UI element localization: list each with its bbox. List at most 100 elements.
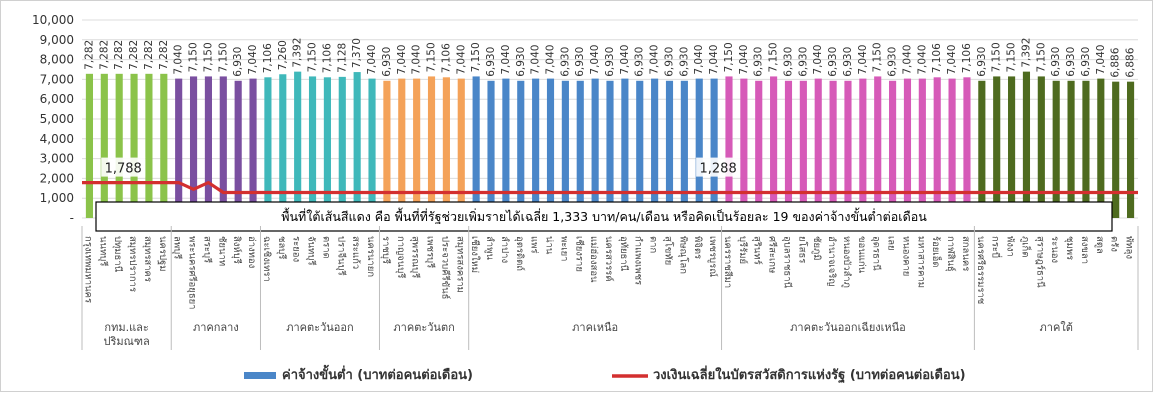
x-category-label: สระบุรี [201,236,213,263]
bar [249,78,257,218]
welfare-line: 1,788 1,288 [82,157,1138,195]
bar [695,78,703,218]
x-category-label: ปราจีนบุรี [335,236,347,276]
bar [517,80,525,218]
bar-value-label: 6,930 [1080,47,1092,77]
bar-value-label: 7,040 [857,45,869,75]
line-annotation-label: 1,288 [700,162,737,177]
x-category-label: ศรีสะเกษ [767,236,779,273]
x-category-label: พังงา [1005,236,1016,257]
bar [710,78,718,218]
bar [353,72,361,218]
y-tick-label: 4,000 [40,132,74,146]
bar-value-label: 6,930 [634,47,646,77]
x-category-label: ตราด [320,236,331,259]
bar-value-label: 6,930 [678,47,690,77]
bar-value-label: 7,040 [366,45,378,75]
bar [487,80,495,218]
bar [130,73,138,218]
bar-value-label: 7,260 [277,40,289,70]
bar-value-label: 7,150 [470,42,482,72]
bar-value-label: 7,282 [158,40,170,70]
bar [1037,76,1045,219]
x-category-label: สงขลา [1079,236,1090,264]
bar-value-label: 7,392 [292,38,304,68]
line-annotation-bg [696,157,741,177]
x-category-label: กำแพงเพชร [633,236,644,285]
bar [1022,71,1031,218]
x-category-label: จันทบุรี [306,236,318,265]
bar [903,78,912,218]
bar-value-label: 6,930 [515,47,527,77]
y-tick-label: 1,000 [40,191,74,205]
x-category-label: ยโสธร [796,236,808,263]
x-category-label: ขอนแก่น [856,236,867,274]
bar-value-label: 6,930 [485,47,497,77]
x-category-label: ระนอง [1049,236,1060,263]
bar [621,78,629,218]
bar [874,76,882,219]
x-category-label: อุดรธานี [871,236,883,271]
x-category-label: นครปฐม [157,236,168,272]
x-category-label: สมุทรสาคร [142,236,153,282]
bar-value-label: 7,040 [500,45,512,75]
y-axis: - 1,000 2,000 3,000 4,000 5,000 6,000 7,000 8,00… [32,13,74,225]
x-category-label: สมุทรสงคราม [454,236,465,293]
bar [1067,80,1075,218]
bar [948,78,956,218]
bar [576,80,584,218]
bar-value-label: 7,040 [901,45,913,75]
x-category-label: แพร่ [529,236,540,254]
bar-value-label: 6,930 [663,47,675,77]
bar-value-label: 7,106 [961,43,973,73]
x-category-label: นครราชสีมา [722,236,734,288]
bar-value-label: 7,150 [307,42,319,72]
x-category-label: สุรินทร์ [752,236,764,265]
bar-value-label: 7,040 [812,45,824,75]
line-annotation-label: 1,788 [105,162,142,177]
bar [457,78,465,218]
x-category-label: นครนายก [365,236,376,277]
bar [427,76,436,219]
bar [680,80,688,218]
bar [591,78,599,218]
bar-value-label: 6,930 [887,47,899,77]
bar-value-label: 7,282 [98,40,110,70]
bar-value-label: 6,930 [976,47,988,77]
x-category-label: พิษณุโลก [677,236,689,274]
x-category-label: สกลนคร [960,236,971,271]
x-category-label: ภูเก็ต [1019,236,1032,257]
callout-text: พื้นที่ใต้เส้นสีแดง คือ พื้นที่ที่รัฐช่ว… [281,207,927,224]
bar-value-label: 7,150 [188,42,200,72]
bar-value-label: 7,150 [1035,42,1047,72]
bar-value-label: 7,150 [768,42,780,72]
y-tick-label: 3,000 [40,152,74,166]
bar [308,76,317,219]
x-category-label: เชียงราย [573,236,585,272]
bar-value-label: 7,150 [991,42,1003,72]
bar [1126,81,1135,219]
bar [502,78,510,218]
bar [100,73,108,218]
bar [755,80,763,218]
bar [85,73,94,218]
bar [383,80,391,218]
callout-box [95,201,1113,232]
bar [1008,76,1016,219]
bar [398,78,406,218]
bar-value-label: 6,930 [232,47,244,77]
x-category-label: สตูล [1094,236,1105,254]
bar [294,71,302,218]
x-category-label: บุรีรัมย์ [737,236,749,264]
bar [1052,80,1060,218]
bar-value-label: 6,930 [753,47,765,77]
bar [978,80,986,218]
y-tick-label: - [70,211,74,225]
x-category-label: อุตรดิตถ์ [514,236,526,271]
legend: ค่าจ้างขั้นต่ำ (บาทต่อคนต่อเดือน) วงเงินเ… [244,364,966,384]
x-category-label: ตรัง [1109,236,1120,252]
x-category-label: สระแก้ว [350,236,361,269]
